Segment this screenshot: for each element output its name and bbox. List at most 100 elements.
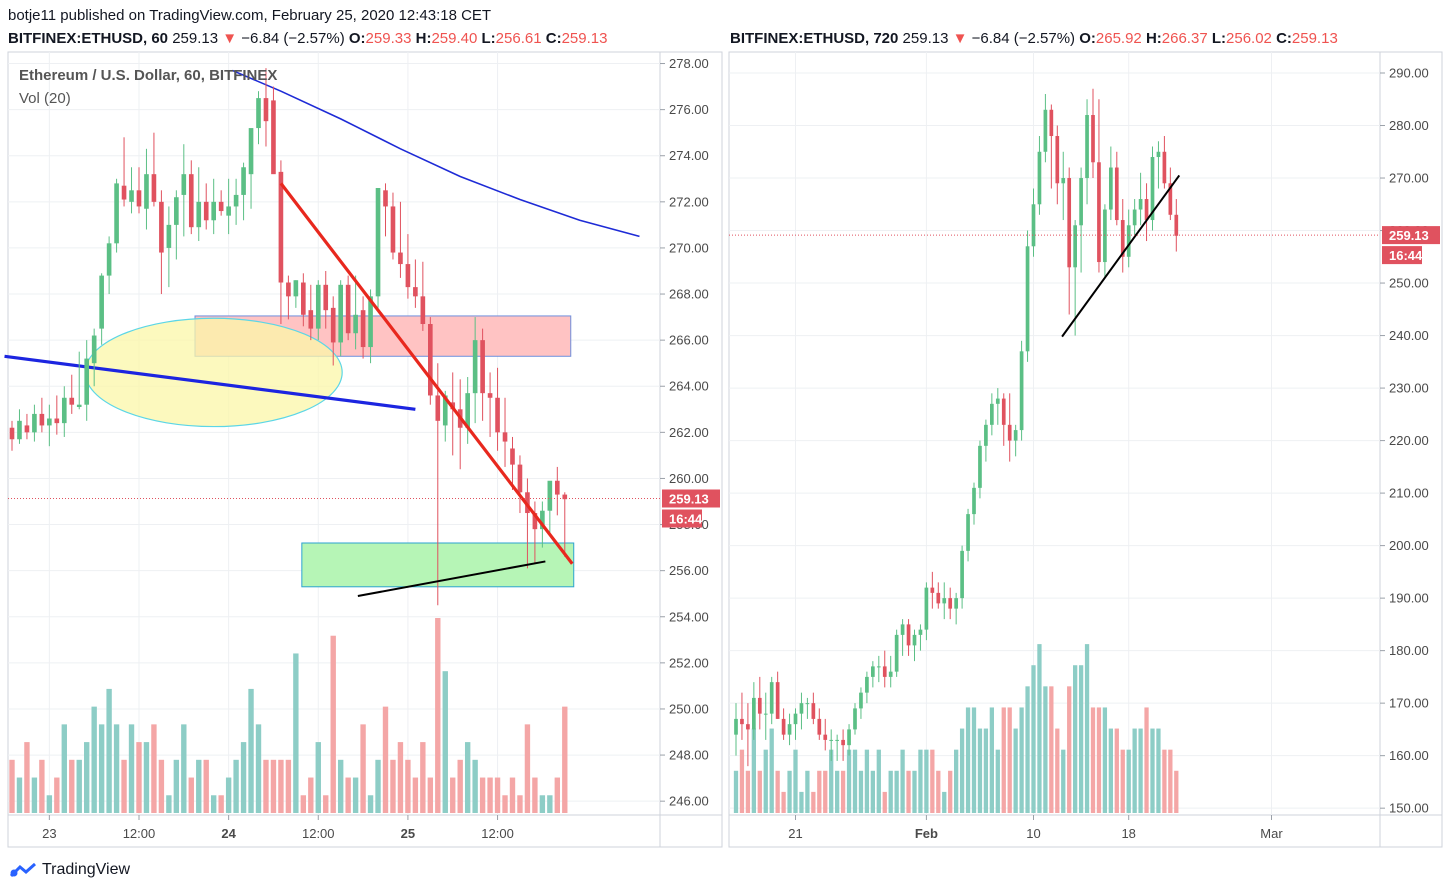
candle-body xyxy=(1049,109,1054,137)
volume-bar xyxy=(852,749,858,813)
candle-body xyxy=(1156,151,1161,158)
volume-bar xyxy=(278,759,284,813)
volume-bar xyxy=(98,724,105,813)
volume-bar xyxy=(977,728,983,813)
volume-bar xyxy=(1073,665,1078,813)
y-tick-label: 248.00 xyxy=(669,748,709,763)
volume-bar xyxy=(360,724,366,813)
volume-bar xyxy=(864,749,870,813)
volume-bar xyxy=(894,770,899,813)
volume-bar xyxy=(1108,728,1113,813)
candle-body xyxy=(835,739,839,741)
candle-body xyxy=(480,340,485,394)
volume-bar xyxy=(918,749,923,813)
volume-bar xyxy=(971,707,977,813)
candle-body xyxy=(181,174,187,195)
candle-body xyxy=(398,252,403,265)
candle-body xyxy=(1061,178,1066,184)
candle-body xyxy=(442,395,448,426)
candle-body xyxy=(360,310,366,348)
x-tick-label: 25 xyxy=(401,826,415,841)
candle-body xyxy=(241,167,246,195)
left-symbol[interactable]: BITFINEX:ETHUSD, 60 xyxy=(8,30,169,47)
candle-body xyxy=(353,314,358,334)
volume-bar xyxy=(255,724,262,813)
candle-body xyxy=(894,634,899,672)
volume-bar xyxy=(382,706,389,813)
candle-body xyxy=(859,692,863,709)
volume-bar xyxy=(405,759,411,813)
candle-body xyxy=(793,713,798,725)
candle-body xyxy=(121,185,127,200)
candle-body xyxy=(308,310,314,329)
candle-body xyxy=(871,666,875,677)
volume-legend: Vol (20) xyxy=(19,90,71,107)
volume-bar xyxy=(293,653,299,813)
volume-bar xyxy=(1055,728,1060,813)
brand-name[interactable]: TradingView xyxy=(42,861,131,878)
volume-bar xyxy=(775,770,780,813)
volume-bar xyxy=(1043,686,1048,813)
left-high: 259.40 xyxy=(431,30,478,47)
volume-bar xyxy=(1031,665,1036,813)
volume-bar xyxy=(930,749,935,813)
candle-body xyxy=(1150,157,1155,221)
volume-bar xyxy=(1162,749,1167,813)
volume-bar xyxy=(539,795,546,813)
volume-bar xyxy=(811,791,816,813)
right-low-label: L: xyxy=(1211,30,1227,47)
candle-body xyxy=(740,718,744,725)
candle-body xyxy=(1109,167,1113,210)
volume-bar xyxy=(835,770,840,813)
volume-bar xyxy=(457,759,463,813)
candle-body xyxy=(554,480,560,495)
left-ticker-line: BITFINEX:ETHUSD, 60 259.13 ▼ −6.84 (−2.5… xyxy=(8,30,607,47)
y-tick-label: 266.00 xyxy=(669,333,709,348)
right-symbol[interactable]: BITFINEX:ETHUSD, 720 xyxy=(730,30,899,47)
candle-body xyxy=(233,194,239,207)
candle-body xyxy=(1120,220,1125,257)
panel-frame xyxy=(728,51,1443,848)
candle-body xyxy=(47,418,52,426)
candle-body xyxy=(734,718,738,735)
volume-bar xyxy=(24,742,30,813)
candle-body xyxy=(271,100,276,175)
candle-body xyxy=(32,413,37,433)
y-tick-label: 190.00 xyxy=(1389,591,1429,606)
candle-body xyxy=(218,201,224,212)
y-tick-label: 240.00 xyxy=(1389,328,1429,343)
last-price-tag xyxy=(1382,226,1440,245)
candle-body xyxy=(76,404,82,407)
candle-body xyxy=(39,413,45,426)
candle-body xyxy=(472,340,478,394)
volume-bar xyxy=(211,795,217,813)
right-close-label: C: xyxy=(1276,30,1292,47)
x-tick-label: 23 xyxy=(42,826,56,841)
y-tick-label: 262.00 xyxy=(669,425,709,440)
y-tick-label: 252.00 xyxy=(669,655,709,670)
y-tick-label: 268.00 xyxy=(669,287,709,302)
volume-bar xyxy=(143,742,150,813)
candle-body xyxy=(286,282,291,297)
y-tick-label: 256.00 xyxy=(669,563,709,578)
volume-bar xyxy=(846,749,852,813)
candle-body xyxy=(368,296,373,348)
candle-body xyxy=(1168,183,1173,215)
candle-body xyxy=(954,598,958,609)
volume-bar xyxy=(751,728,756,813)
y-tick-label: 210.00 xyxy=(1389,486,1429,501)
volume-bar xyxy=(412,777,419,813)
candle-body xyxy=(211,201,217,221)
charts-canvas[interactable]: 278.00 276.00 274.00 272.00 270.00 268.00 266.… xyxy=(0,0,1450,856)
candle-body xyxy=(61,397,67,424)
left-low: 256.61 xyxy=(495,30,542,47)
y-tick-label: 254.00 xyxy=(669,609,709,624)
volume-bar xyxy=(959,728,965,813)
volume-bar xyxy=(1025,686,1030,813)
candle-body xyxy=(823,734,828,740)
candle-body xyxy=(924,587,929,630)
left-open: 259.33 xyxy=(365,30,412,47)
left-close: 259.13 xyxy=(561,30,608,47)
candle-body xyxy=(151,174,157,202)
candle-body xyxy=(517,464,523,493)
